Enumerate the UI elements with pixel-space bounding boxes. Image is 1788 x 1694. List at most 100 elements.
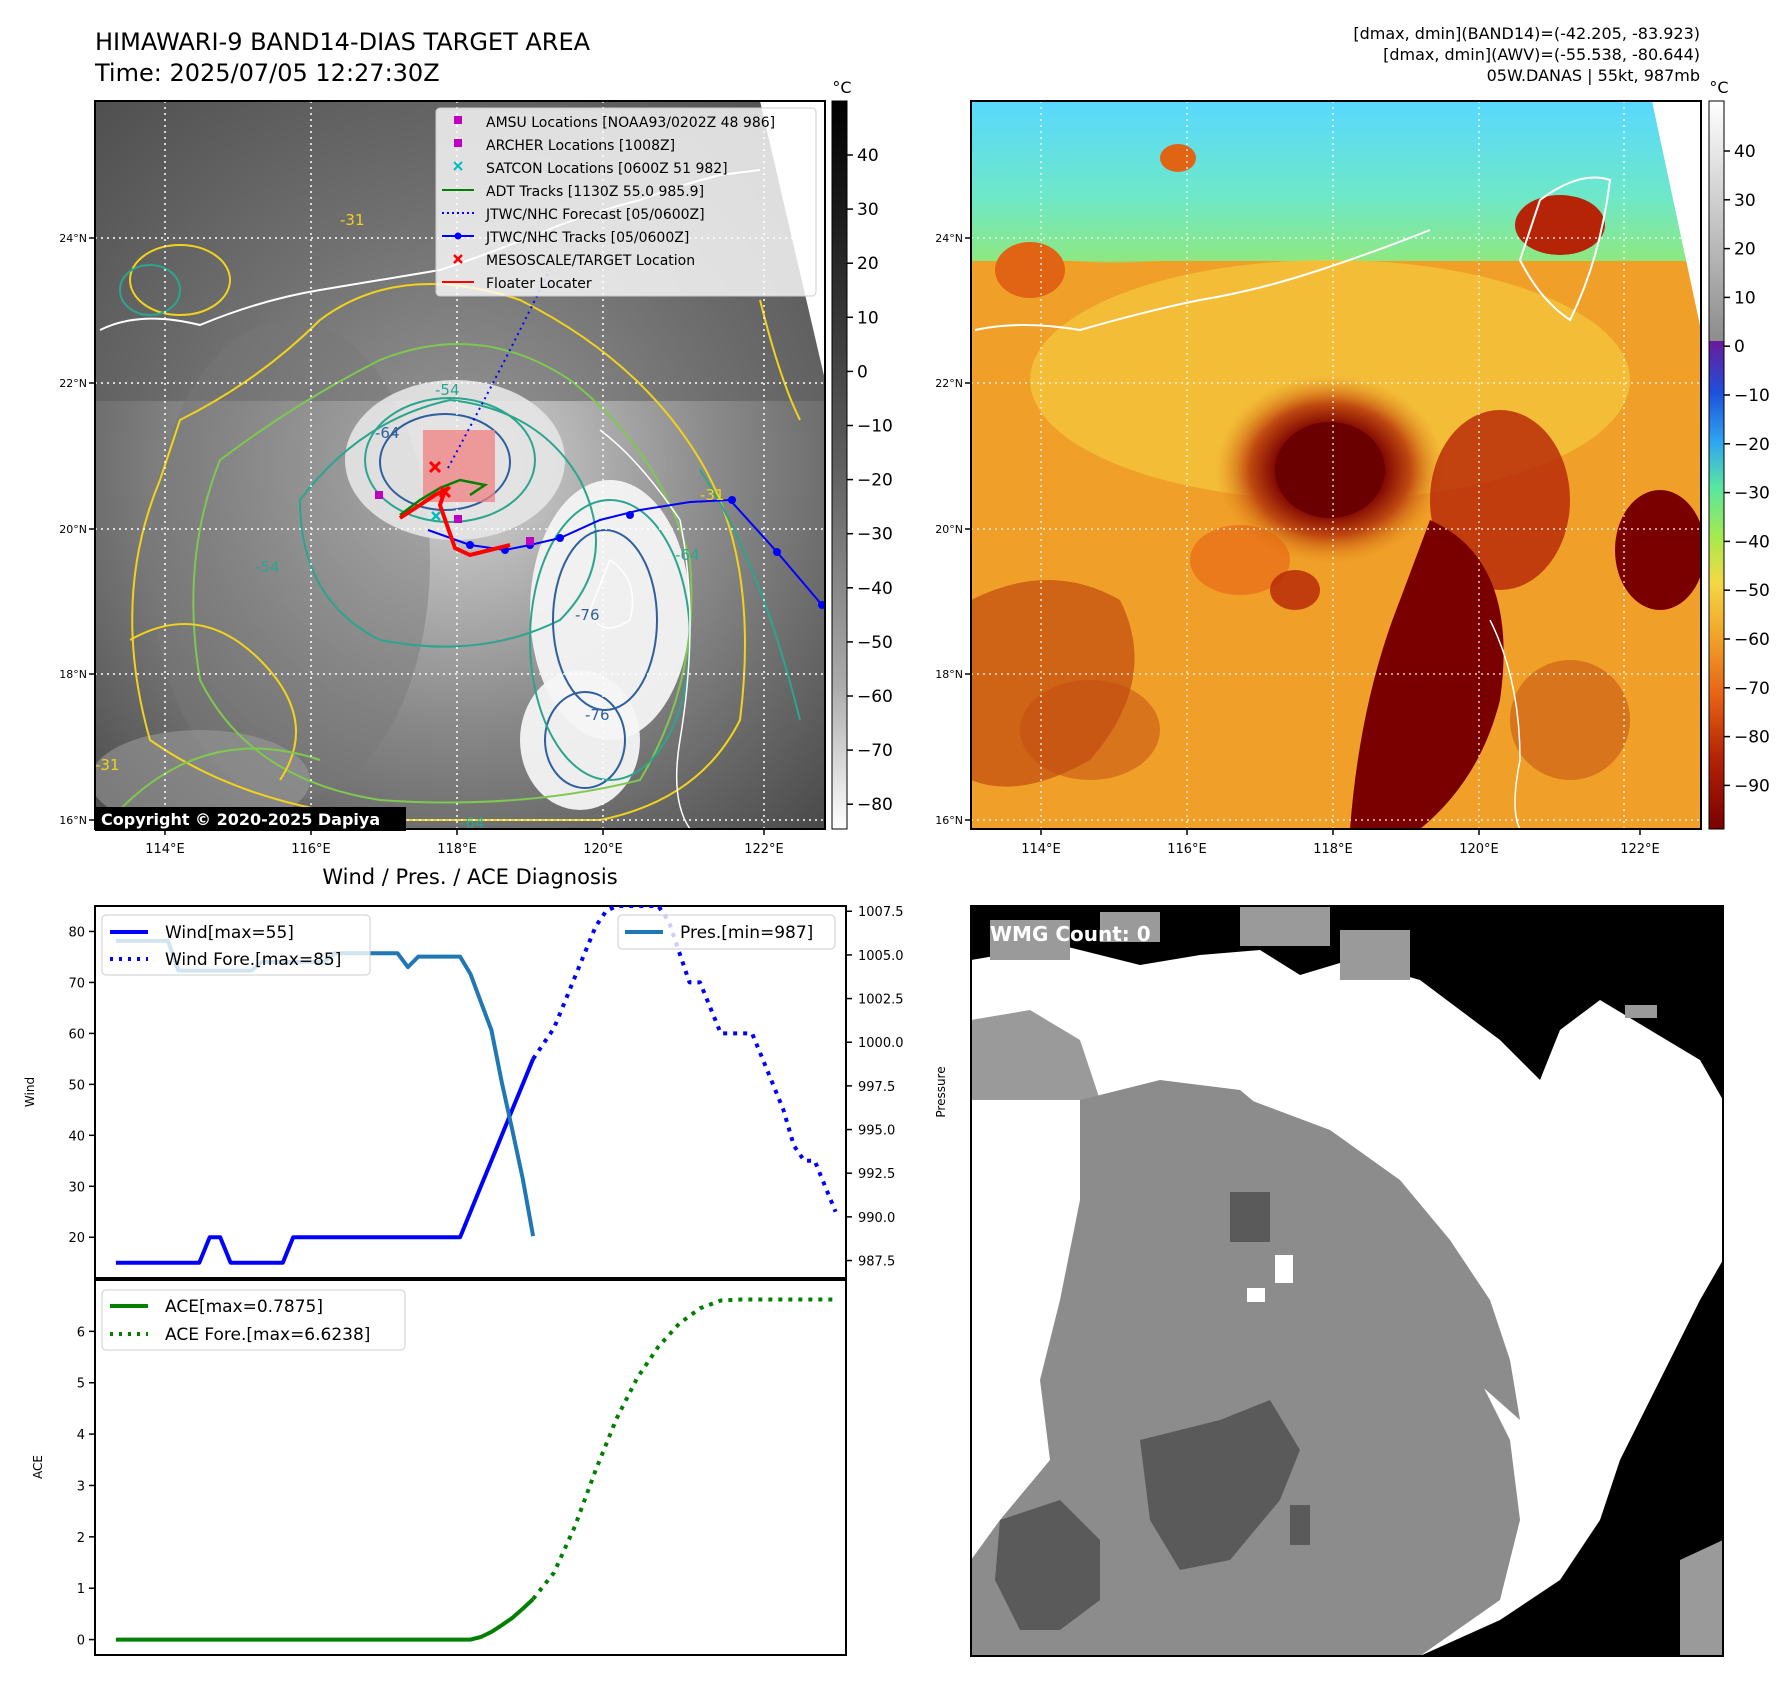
ace-tick-label: 2: [77, 1531, 85, 1546]
lon-tick-label: 116°E: [291, 842, 331, 857]
legend-ace-fore: ACE Fore.[max=6.6238]: [165, 1325, 370, 1345]
contour-label: -64: [375, 424, 400, 442]
legend-jtwc-tracks: JTWC/NHC Tracks [05/0600Z]: [485, 230, 689, 246]
storm-info: 05W.DANAS | 55kt, 987mb: [1487, 66, 1700, 85]
lat-tick-label: 20°N: [935, 523, 963, 536]
colorbar-tick-label: −80: [857, 795, 893, 815]
pressure-tick-label: 995.0: [858, 1124, 895, 1139]
colorbar-tick-label: 30: [1734, 191, 1756, 211]
wind-tick-label: 50: [68, 1078, 85, 1093]
lat-tick-label: 24°N: [59, 232, 87, 245]
lat-tick-label: 16°N: [935, 814, 963, 827]
contour-label: -54: [255, 558, 280, 576]
ace-panel: 0 1 2 3 4 5 6 ACE ACE[max=0.7875] ACE Fore.[ma…: [31, 1279, 847, 1656]
series-ace-max: [115, 1597, 535, 1642]
legend-wind-fore: Wind Fore.[max=85]: [165, 950, 341, 970]
colorbar-tick-label: 10: [1734, 288, 1756, 308]
lat-tick-label: 24°N: [935, 232, 963, 245]
lon-tick-label: 114°E: [145, 842, 185, 857]
diag-title: Wind / Pres. / ACE Diagnosis: [322, 865, 617, 889]
colorbar-tick-label: 20: [1734, 240, 1756, 260]
lon-tick-label: 122°E: [1620, 842, 1660, 857]
wmg-panel: WMG Count: 0: [970, 905, 1724, 1657]
legend-amsu: AMSU Locations [NOAA93/0202Z 48 986]: [486, 115, 775, 131]
color-colorbar: [1708, 100, 1725, 830]
ace-tick-label: 4: [77, 1428, 85, 1443]
lon-tick-label: 120°E: [1459, 842, 1499, 857]
colorbar-tick-label: −10: [857, 417, 893, 437]
contour-label: -76: [585, 706, 610, 724]
contour-label: -31: [700, 486, 725, 504]
band14-range: [dmax, dmin](BAND14)=(-42.205, -83.923): [1353, 24, 1700, 43]
lat-tick-label: 22°N: [59, 377, 87, 390]
lat-tick-label: 18°N: [935, 668, 963, 681]
colorbar-tick-label: −20: [857, 471, 893, 491]
gray-colorbar-ticks: 40 30 20 10 0 −10 −20 −30 −40 −50 −60 −70 −80: [847, 146, 893, 815]
wind-tick-label: 60: [68, 1027, 85, 1042]
wind-tick-label: 20: [68, 1231, 85, 1246]
legend-wind: Wind[max=55]: [165, 923, 294, 943]
color-map-ticks: 114°E 116°E 118°E 120°E 122°E 24°N 22°N 20°N 18°…: [935, 232, 1660, 857]
legend-mesoscale: MESOSCALE/TARGET Location: [486, 253, 695, 269]
gray-colorbar-unit: °C: [832, 78, 851, 97]
colorbar-tick-label: −50: [1734, 581, 1770, 601]
colorbar-tick-label: −70: [857, 741, 893, 761]
legend-ace: ACE[max=0.7875]: [165, 1297, 323, 1317]
wind-axis-label: Wind: [23, 1077, 37, 1107]
wmg-count: WMG Count: 0: [990, 922, 1151, 946]
lat-tick-label: 16°N: [59, 814, 87, 827]
color-map-panel: [971, 101, 1701, 829]
pressure-axis-label: Pressure: [934, 1066, 948, 1117]
contour-label: -31: [340, 211, 365, 229]
pressure-tick-label: 1005.0: [858, 949, 904, 964]
contour-label: -54: [435, 381, 460, 399]
legend-adt: ADT Tracks [1130Z 55.0 985.9]: [486, 184, 704, 200]
legend-archer: ARCHER Locations [1008Z]: [486, 138, 675, 154]
colorbar-tick-label: −40: [857, 579, 893, 599]
wind-tick-label: 40: [68, 1129, 85, 1144]
ace-tick-label: 5: [77, 1377, 85, 1392]
lon-tick-label: 118°E: [437, 842, 477, 857]
pressure-tick-label: 992.5: [858, 1167, 895, 1182]
ace-axis-label: ACE: [31, 1455, 45, 1479]
color-colorbar-ticks: 40 30 20 10 0 −10 −20 −30 −40 −50 −60 −70 −80 −90: [1724, 142, 1770, 796]
colorbar-tick-label: 20: [857, 254, 879, 274]
contour-label: -64: [460, 814, 485, 832]
pressure-tick-label: 1000.0: [858, 1036, 904, 1051]
pressure-tick-label: 1007.5: [858, 905, 904, 920]
wind-tick-label: 30: [68, 1180, 85, 1195]
colorbar-tick-label: −90: [1734, 776, 1770, 796]
colorbar-tick-label: 40: [1734, 142, 1756, 162]
legend-floater: Floater Locater: [486, 276, 592, 292]
lon-tick-label: 114°E: [1021, 842, 1061, 857]
ace-tick-label: 1: [77, 1582, 85, 1597]
figure-title: HIMAWARI-9 BAND14-DIAS TARGET AREA: [95, 28, 591, 56]
lon-tick-label: 122°E: [744, 842, 784, 857]
lon-tick-label: 120°E: [583, 842, 623, 857]
copyright-notice: Copyright © 2020-2025 Dapiya: [101, 810, 380, 829]
ace-tick-label: 3: [77, 1479, 85, 1494]
contour-label: -64: [675, 546, 700, 564]
legend-jtwc-forecast: JTWC/NHC Forecast [05/0600Z]: [485, 207, 705, 223]
colorbar-tick-label: 0: [857, 362, 868, 382]
figure-time: Time: 2025/07/05 12:27:30Z: [94, 59, 440, 87]
colorbar-tick-label: −70: [1734, 679, 1770, 699]
contour-label: -31: [95, 756, 120, 774]
colorbar-tick-label: −20: [1734, 435, 1770, 455]
colorbar-tick-label: −50: [857, 633, 893, 653]
colorbar-tick-label: −10: [1734, 386, 1770, 406]
gray-colorbar: [831, 100, 848, 830]
colorbar-tick-label: −80: [1734, 728, 1770, 748]
colorbar-tick-label: −30: [1734, 484, 1770, 504]
pressure-tick-label: 990.0: [858, 1211, 895, 1226]
ir-map-ticks: 114°E 116°E 118°E 120°E 122°E 24°N 22°N 20°N 18°…: [59, 232, 784, 857]
awv-range: [dmax, dmin](AWV)=(-55.538, -80.644): [1383, 45, 1700, 64]
colorbar-tick-label: −60: [1734, 630, 1770, 650]
ace-tick-label: 6: [77, 1325, 85, 1340]
lat-tick-label: 20°N: [59, 523, 87, 536]
colorbar-tick-label: −60: [857, 687, 893, 707]
colorbar-tick-label: 0: [1734, 337, 1745, 357]
pressure-tick-label: 997.5: [858, 1080, 895, 1095]
